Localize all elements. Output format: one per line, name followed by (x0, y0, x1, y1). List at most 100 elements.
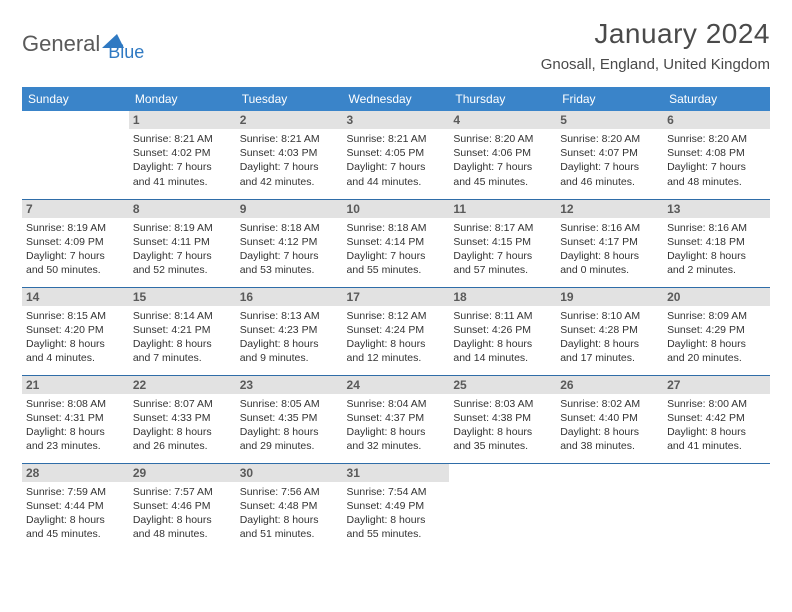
calendar-day-cell: 23 Sunrise: 8:05 AMSunset: 4:35 PMDayligh… (236, 375, 343, 463)
day-info: Sunrise: 7:59 AMSunset: 4:44 PMDaylight:… (26, 485, 125, 542)
calendar-day-cell: 15 Sunrise: 8:14 AMSunset: 4:21 PMDayligh… (129, 287, 236, 375)
calendar-day-cell (22, 111, 129, 199)
day-info: Sunrise: 8:20 AMSunset: 4:07 PMDaylight:… (560, 132, 659, 189)
day-number: 5 (556, 111, 663, 129)
day-info: Sunrise: 7:54 AMSunset: 4:49 PMDaylight:… (347, 485, 446, 542)
day-info: Sunrise: 8:14 AMSunset: 4:21 PMDaylight:… (133, 309, 232, 366)
day-number: 21 (22, 376, 129, 394)
calendar-day-cell: 18Sunrise: 8:11 AMSunset: 4:26 PMDayligh… (449, 287, 556, 375)
day-info: Sunrise: 8:19 AMSunset: 4:11 PMDaylight:… (133, 221, 232, 278)
calendar-week-row: 1Sunrise: 8:21 AMSunset: 4:02 PMDaylight… (22, 111, 770, 199)
day-number: 26 (556, 376, 663, 394)
day-info: Sunrise: 8:09 AMSunset: 4:29 PMDaylight:… (667, 309, 766, 366)
calendar-week-row: 28 Sunrise: 7:59 AMSunset: 4:44 PMDayligh… (22, 463, 770, 551)
day-number: 17 (343, 288, 450, 306)
calendar-week-row: 14Sunrise: 8:15 AMSunset: 4:20 PMDayligh… (22, 287, 770, 375)
calendar-day-cell: 4 Sunrise: 8:20 AMSunset: 4:06 PMDaylight… (449, 111, 556, 199)
calendar-day-cell: 27Sunrise: 8:00 AMSunset: 4:42 PMDayligh… (663, 375, 770, 463)
calendar-day-cell: 3Sunrise: 8:21 AMSunset: 4:05 PMDaylight… (343, 111, 450, 199)
day-info: Sunrise: 8:18 AMSunset: 4:12 PMDaylight:… (240, 221, 339, 278)
calendar-day-cell: 7 Sunrise: 8:19 AMSunset: 4:09 PMDaylight… (22, 199, 129, 287)
day-info: Sunrise: 8:07 AMSunset: 4:33 PMDaylight:… (133, 397, 232, 454)
calendar-day-cell: 19 Sunrise: 8:10 AMSunset: 4:28 PMDayligh… (556, 287, 663, 375)
calendar-day-cell (663, 463, 770, 551)
calendar-table: SundayMondayTuesdayWednesdayThursdayFrid… (22, 87, 770, 551)
day-number: 6 (663, 111, 770, 129)
day-number: 29 (129, 464, 236, 482)
calendar-day-cell: 8Sunrise: 8:19 AMSunset: 4:11 PMDaylight… (129, 199, 236, 287)
calendar-day-cell: 16 Sunrise: 8:13 AMSunset: 4:23 PMDayligh… (236, 287, 343, 375)
day-number: 22 (129, 376, 236, 394)
day-info: Sunrise: 8:20 AMSunset: 4:08 PMDaylight:… (667, 132, 766, 189)
calendar-day-cell: 21 Sunrise: 8:08 AMSunset: 4:31 PMDayligh… (22, 375, 129, 463)
day-info: Sunrise: 8:03 AMSunset: 4:38 PMDaylight:… (453, 397, 552, 454)
weekday-header: Sunday (22, 87, 129, 111)
day-info: Sunrise: 8:05 AMSunset: 4:35 PMDaylight:… (240, 397, 339, 454)
page-title: January 2024 (541, 18, 770, 50)
day-info: Sunrise: 7:56 AMSunset: 4:48 PMDaylight:… (240, 485, 339, 542)
day-info: Sunrise: 8:20 AMSunset: 4:06 PMDaylight:… (453, 132, 552, 189)
day-number: 28 (22, 464, 129, 482)
calendar-day-cell: 5 Sunrise: 8:20 AMSunset: 4:07 PMDaylight… (556, 111, 663, 199)
calendar-day-cell: 12 Sunrise: 8:16 AMSunset: 4:17 PMDayligh… (556, 199, 663, 287)
calendar-day-cell: 13 Sunrise: 8:16 AMSunset: 4:18 PMDayligh… (663, 199, 770, 287)
day-info: Sunrise: 8:16 AMSunset: 4:18 PMDaylight:… (667, 221, 766, 278)
day-info: Sunrise: 8:04 AMSunset: 4:37 PMDaylight:… (347, 397, 446, 454)
calendar-day-cell: 11 Sunrise: 8:17 AMSunset: 4:15 PMDayligh… (449, 199, 556, 287)
calendar-day-cell: 31 Sunrise: 7:54 AMSunset: 4:49 PMDayligh… (343, 463, 450, 551)
day-number: 4 (449, 111, 556, 129)
day-number: 16 (236, 288, 343, 306)
day-info: Sunrise: 8:16 AMSunset: 4:17 PMDaylight:… (560, 221, 659, 278)
calendar-day-cell: 14Sunrise: 8:15 AMSunset: 4:20 PMDayligh… (22, 287, 129, 375)
day-info: Sunrise: 8:08 AMSunset: 4:31 PMDaylight:… (26, 397, 125, 454)
calendar-day-cell (449, 463, 556, 551)
day-number: 9 (236, 200, 343, 218)
day-number: 10 (343, 200, 450, 218)
weekday-header: Tuesday (236, 87, 343, 111)
weekday-header: Monday (129, 87, 236, 111)
day-number: 24 (343, 376, 450, 394)
calendar-day-cell: 17 Sunrise: 8:12 AMSunset: 4:24 PMDayligh… (343, 287, 450, 375)
logo-word-2: Blue (108, 42, 144, 63)
day-number: 23 (236, 376, 343, 394)
day-info: Sunrise: 8:17 AMSunset: 4:15 PMDaylight:… (453, 221, 552, 278)
day-number: 27 (663, 376, 770, 394)
day-number: 15 (129, 288, 236, 306)
day-info: Sunrise: 8:15 AMSunset: 4:20 PMDaylight:… (26, 309, 125, 366)
day-number: 19 (556, 288, 663, 306)
weekday-header: Saturday (663, 87, 770, 111)
day-number: 12 (556, 200, 663, 218)
calendar-day-cell: 1Sunrise: 8:21 AMSunset: 4:02 PMDaylight… (129, 111, 236, 199)
location-subtitle: Gnosall, England, United Kingdom (541, 56, 770, 73)
day-number: 7 (22, 200, 129, 218)
logo: General Blue (22, 18, 144, 63)
day-number: 2 (236, 111, 343, 129)
calendar-day-cell: 6 Sunrise: 8:20 AMSunset: 4:08 PMDaylight… (663, 111, 770, 199)
day-number: 13 (663, 200, 770, 218)
weekday-header: Thursday (449, 87, 556, 111)
calendar-week-row: 7 Sunrise: 8:19 AMSunset: 4:09 PMDaylight… (22, 199, 770, 287)
calendar-day-cell: 22 Sunrise: 8:07 AMSunset: 4:33 PMDayligh… (129, 375, 236, 463)
calendar-day-cell: 20 Sunrise: 8:09 AMSunset: 4:29 PMDayligh… (663, 287, 770, 375)
day-info: Sunrise: 8:11 AMSunset: 4:26 PMDaylight:… (453, 309, 552, 366)
calendar-day-cell: 2Sunrise: 8:21 AMSunset: 4:03 PMDaylight… (236, 111, 343, 199)
calendar-day-cell: 28 Sunrise: 7:59 AMSunset: 4:44 PMDayligh… (22, 463, 129, 551)
calendar-day-cell: 30Sunrise: 7:56 AMSunset: 4:48 PMDayligh… (236, 463, 343, 551)
calendar-day-cell: 26 Sunrise: 8:02 AMSunset: 4:40 PMDayligh… (556, 375, 663, 463)
day-info: Sunrise: 7:57 AMSunset: 4:46 PMDaylight:… (133, 485, 232, 542)
day-number: 31 (343, 464, 450, 482)
day-info: Sunrise: 8:19 AMSunset: 4:09 PMDaylight:… (26, 221, 125, 278)
calendar-day-cell (556, 463, 663, 551)
day-number: 25 (449, 376, 556, 394)
day-info: Sunrise: 8:02 AMSunset: 4:40 PMDaylight:… (560, 397, 659, 454)
day-number: 20 (663, 288, 770, 306)
day-info: Sunrise: 8:12 AMSunset: 4:24 PMDaylight:… (347, 309, 446, 366)
calendar-day-cell: 9 Sunrise: 8:18 AMSunset: 4:12 PMDaylight… (236, 199, 343, 287)
calendar-day-cell: 29 Sunrise: 7:57 AMSunset: 4:46 PMDayligh… (129, 463, 236, 551)
day-info: Sunrise: 8:13 AMSunset: 4:23 PMDaylight:… (240, 309, 339, 366)
day-info: Sunrise: 8:21 AMSunset: 4:02 PMDaylight:… (133, 132, 232, 189)
day-number: 11 (449, 200, 556, 218)
day-info: Sunrise: 8:10 AMSunset: 4:28 PMDaylight:… (560, 309, 659, 366)
page-header: General Blue January 2024 Gnosall, Engla… (22, 18, 770, 73)
weekday-header: Wednesday (343, 87, 450, 111)
